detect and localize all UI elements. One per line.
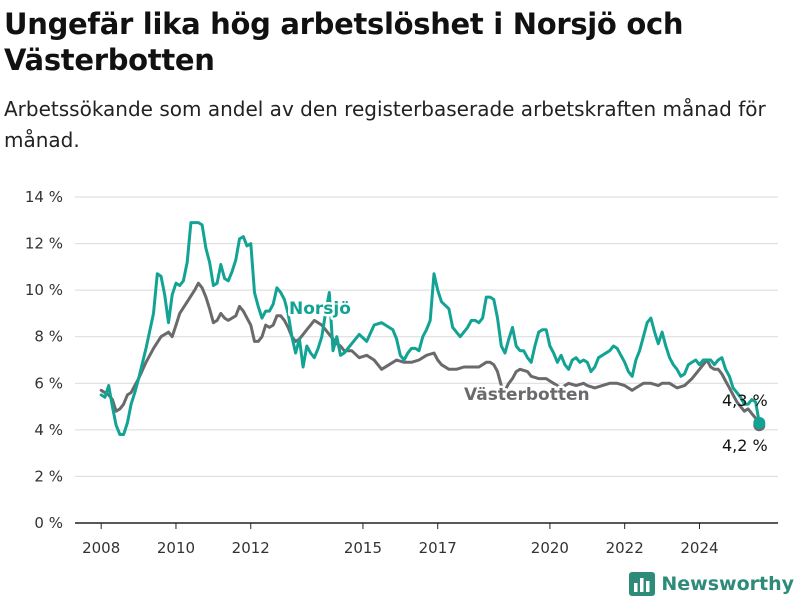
end-point-norsjo: [753, 416, 766, 429]
x-tick-label: 2022: [606, 539, 644, 557]
x-tick-label: 2020: [531, 539, 569, 557]
series-label-norsjo-halo: Norsjö: [289, 299, 351, 319]
series-line-vasterbotten: [99, 281, 761, 427]
chart-subtitle: Arbetssökande som andel av den registerb…: [4, 97, 766, 152]
y-tick-label: 14 %: [25, 188, 63, 206]
x-tick-label: 2012: [232, 539, 270, 557]
series-label-norsjo: Norsjö: [289, 299, 351, 319]
x-axis-ticks: 2008 2010 2012 2015 2017 2020 2022 2024: [82, 523, 719, 557]
series-lines: [99, 221, 766, 436]
series-line-norsjo: [99, 221, 761, 436]
y-tick-label: 2 %: [34, 467, 63, 485]
series-label-vasterbotten: Västerbotten: [464, 385, 590, 405]
x-tick-label: 2024: [680, 539, 718, 557]
series-label-vasterbotten-halo: Västerbotten: [464, 385, 590, 405]
end-label-vasterbotten: 4,2 %: [722, 436, 768, 455]
chart-title: Ungefär lika hög arbetslöshet i Norsjö o…: [4, 7, 684, 77]
y-tick-label: 12 %: [25, 235, 63, 253]
y-axis-ticks: 0 % 2 % 4 % 6 % 8 % 10 % 12 % 14 %: [25, 188, 63, 532]
x-tick-label: 2015: [344, 539, 382, 557]
y-tick-label: 8 %: [34, 328, 63, 346]
x-tick-label: 2017: [419, 539, 457, 557]
brand-logo: Newsworthy: [629, 572, 794, 596]
y-tick-label: 10 %: [25, 281, 63, 299]
y-tick-label: 0 %: [34, 514, 63, 532]
gridlines: [75, 196, 778, 524]
brand-name: Newsworthy: [661, 573, 794, 595]
bar-chart-logo-icon: [629, 572, 656, 596]
y-tick-label: 6 %: [34, 374, 63, 392]
end-label-norsjo: 4,3 %: [722, 391, 768, 410]
y-tick-label: 4 %: [34, 421, 63, 439]
x-tick-label: 2008: [82, 539, 120, 557]
x-tick-label: 2010: [157, 539, 195, 557]
